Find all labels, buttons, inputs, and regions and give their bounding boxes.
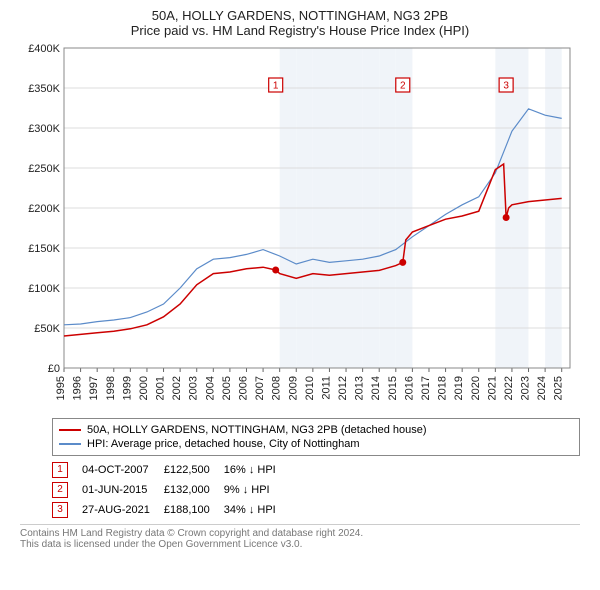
svg-text:£150K: £150K (28, 243, 60, 255)
transaction-row: 3 27-AUG-2021 £188,100 34% ↓ HPI (52, 500, 290, 520)
tx-diff: 9% ↓ HPI (224, 480, 290, 500)
svg-text:2007: 2007 (254, 376, 266, 400)
svg-text:1999: 1999 (121, 376, 133, 400)
transaction-row: 1 04-OCT-2007 £122,500 16% ↓ HPI (52, 460, 290, 480)
svg-text:2: 2 (400, 81, 406, 92)
svg-text:£50K: £50K (34, 323, 60, 335)
tx-price: £132,000 (164, 480, 224, 500)
legend: 50A, HOLLY GARDENS, NOTTINGHAM, NG3 2PB … (52, 418, 580, 456)
tx-marker: 3 (52, 502, 68, 518)
svg-text:2009: 2009 (287, 376, 299, 400)
svg-text:1996: 1996 (72, 376, 84, 400)
svg-text:2023: 2023 (520, 376, 532, 400)
svg-text:2024: 2024 (536, 376, 548, 400)
svg-text:2021: 2021 (486, 376, 498, 400)
footer-line2: This data is licensed under the Open Gov… (20, 539, 580, 550)
legend-item: HPI: Average price, detached house, City… (59, 437, 573, 451)
svg-text:1: 1 (273, 81, 279, 92)
svg-text:1995: 1995 (55, 376, 67, 400)
svg-text:£200K: £200K (28, 203, 60, 215)
svg-text:2006: 2006 (237, 376, 249, 400)
legend-swatch (59, 443, 81, 445)
svg-text:2020: 2020 (470, 376, 482, 400)
svg-text:2017: 2017 (420, 376, 432, 400)
svg-text:1997: 1997 (88, 376, 100, 400)
svg-text:2016: 2016 (403, 376, 415, 400)
svg-text:2008: 2008 (271, 376, 283, 400)
legend-label: 50A, HOLLY GARDENS, NOTTINGHAM, NG3 2PB … (87, 424, 427, 436)
svg-text:2003: 2003 (188, 376, 200, 400)
tx-price: £122,500 (164, 460, 224, 480)
chart-svg: £0 £50K £100K £150K £200K £250K £300K £350K £400… (20, 44, 580, 414)
svg-text:2013: 2013 (354, 376, 366, 400)
legend-item: 50A, HOLLY GARDENS, NOTTINGHAM, NG3 2PB … (59, 423, 573, 437)
tx-diff: 16% ↓ HPI (224, 460, 290, 480)
tx-marker: 2 (52, 482, 68, 498)
tx-price: £188,100 (164, 500, 224, 520)
chart-title: 50A, HOLLY GARDENS, NOTTINGHAM, NG3 2PB (8, 8, 592, 23)
legend-label: HPI: Average price, detached house, City… (87, 438, 360, 450)
chart-container: 50A, HOLLY GARDENS, NOTTINGHAM, NG3 2PB … (0, 0, 600, 554)
svg-text:2022: 2022 (503, 376, 515, 400)
svg-text:2001: 2001 (155, 376, 167, 400)
tx-date: 04-OCT-2007 (82, 460, 164, 480)
svg-text:£0: £0 (48, 363, 60, 375)
svg-text:£100K: £100K (28, 283, 60, 295)
svg-text:2011: 2011 (320, 376, 332, 400)
svg-text:2000: 2000 (138, 376, 150, 400)
svg-text:2002: 2002 (171, 376, 183, 400)
tx-date: 01-JUN-2015 (82, 480, 164, 500)
svg-text:2014: 2014 (370, 376, 382, 400)
svg-text:2019: 2019 (453, 376, 465, 400)
svg-text:£250K: £250K (28, 163, 60, 175)
legend-swatch (59, 429, 81, 431)
footer-line1: Contains HM Land Registry data © Crown c… (20, 528, 580, 539)
tx-diff: 34% ↓ HPI (224, 500, 290, 520)
svg-text:1998: 1998 (105, 376, 117, 400)
svg-text:2010: 2010 (304, 376, 316, 400)
transaction-row: 2 01-JUN-2015 £132,000 9% ↓ HPI (52, 480, 290, 500)
svg-text:2012: 2012 (337, 376, 349, 400)
chart-subtitle: Price paid vs. HM Land Registry's House … (8, 23, 592, 38)
svg-text:2015: 2015 (387, 376, 399, 400)
tx-date: 27-AUG-2021 (82, 500, 164, 520)
svg-text:2025: 2025 (553, 376, 565, 400)
transactions-table: 1 04-OCT-2007 £122,500 16% ↓ HPI 2 01-JU… (52, 460, 580, 520)
tx-marker: 1 (52, 462, 68, 478)
plot-area: £0 £50K £100K £150K £200K £250K £300K £350K £400… (20, 44, 580, 414)
svg-text:2005: 2005 (221, 376, 233, 400)
svg-text:2018: 2018 (437, 376, 449, 400)
svg-text:£300K: £300K (28, 123, 60, 135)
svg-text:£400K: £400K (28, 44, 60, 55)
svg-text:2004: 2004 (204, 376, 216, 400)
footer: Contains HM Land Registry data © Crown c… (20, 524, 580, 550)
svg-text:£350K: £350K (28, 83, 60, 95)
svg-text:3: 3 (503, 81, 509, 92)
